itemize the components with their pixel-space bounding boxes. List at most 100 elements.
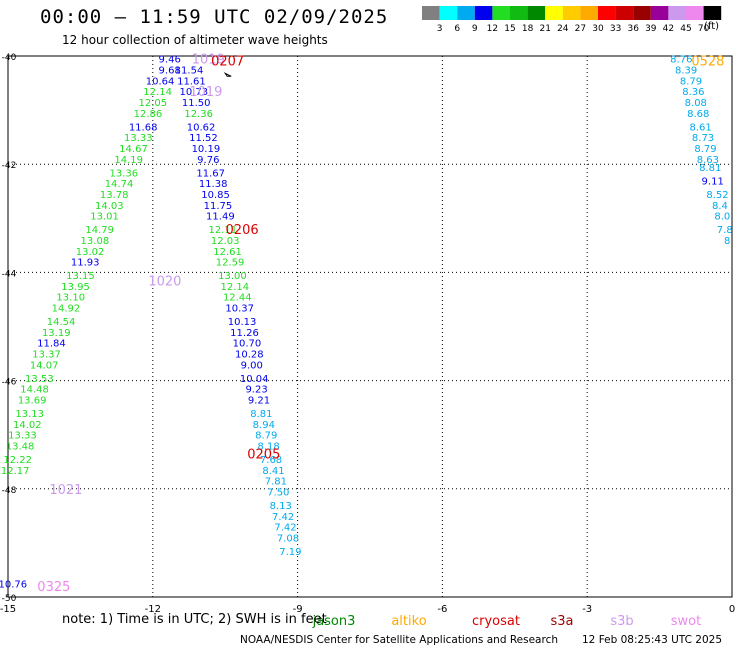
data-point-label: 7.42 [274, 523, 296, 534]
data-point-label: 14.02 [13, 420, 42, 431]
data-point-label: 12.59 [216, 258, 245, 269]
data-point-label: 10.62 [187, 122, 216, 133]
color-scale-unit: (ft) [704, 21, 720, 32]
data-point-label: 8.13 [270, 501, 292, 512]
x-tick-label: 0 [729, 604, 735, 615]
color-scale-tick: 39 [645, 24, 657, 34]
data-point-label: 11.49 [206, 212, 235, 223]
color-scale-swatch [650, 6, 669, 20]
color-scale-swatch [668, 6, 686, 20]
data-point-label: 8.63 [697, 155, 719, 166]
data-point-label: 11.68 [129, 122, 158, 133]
data-point-label: 14.07 [30, 360, 59, 371]
legend-satellite-altiko: altiko [391, 614, 426, 629]
track-time-label: 0206 [226, 223, 259, 238]
chart-subtitle: 12 hour collection of altimeter wave hei… [62, 33, 328, 47]
color-scale-swatch [492, 6, 510, 20]
data-point-label: 7.42 [272, 512, 294, 523]
data-point-label: 12.36 [184, 109, 213, 120]
data-point-label: 8.79 [694, 144, 716, 155]
x-tick-label: -12 [145, 604, 161, 615]
y-tick-label: -44 [2, 269, 17, 279]
legend-satellite-swot: swot [671, 614, 701, 629]
data-point-label: 8.73 [692, 133, 714, 144]
data-point-label: 14.79 [85, 225, 114, 236]
color-scale-tick: 9 [472, 24, 478, 34]
data-point-label: 11.26 [230, 328, 259, 339]
legend-satellite-s3a: s3a [550, 614, 573, 629]
color-scale-tick: 45 [680, 24, 691, 34]
data-point-label: 14.19 [114, 155, 143, 166]
footer-timestamp: 12 Feb 08:25:43 UTC 2025 [582, 634, 722, 646]
data-point-label: 7.8 [717, 225, 733, 236]
data-point-label: 9.21 [248, 396, 270, 407]
data-point-label: 14.92 [52, 304, 81, 315]
color-scale-swatch [580, 6, 598, 20]
data-point-label: 11.38 [199, 179, 228, 190]
data-point-label: 11.52 [189, 133, 218, 144]
data-point-label: 8.68 [687, 109, 709, 120]
x-tick-label: -6 [437, 604, 447, 615]
color-scale-swatch [474, 6, 493, 20]
data-point-label: 8.18 [258, 442, 280, 453]
data-point-label: 8.79 [680, 76, 702, 87]
data-point-label: 7.81 [265, 477, 287, 488]
y-tick-label: -46 [2, 378, 17, 388]
color-scale-swatch [686, 6, 704, 20]
data-point-label: 12.03 [211, 236, 240, 247]
data-point-label: 13.69 [18, 396, 47, 407]
data-point-label: 13.95 [61, 282, 90, 293]
y-tick-label: -40 [2, 53, 17, 63]
data-point-label: 11.54 [175, 66, 204, 77]
data-point-label: 11.84 [37, 339, 66, 350]
data-point-label: 9.00 [241, 360, 263, 371]
color-scale-tick: 70 [698, 24, 710, 34]
y-tick-label: -48 [2, 486, 17, 496]
track-marker [223, 72, 232, 77]
data-point-label: 11.75 [204, 201, 233, 212]
legend-note: note: 1) Time is in UTC; 2) SWH is in fe… [62, 612, 327, 627]
data-point-label: 10.19 [192, 144, 221, 155]
color-scale-swatch [633, 6, 651, 20]
data-point-label: 13.53 [25, 374, 54, 385]
data-point-label: 12.14 [221, 282, 250, 293]
color-scale-swatch [457, 6, 475, 20]
data-point-label: 14.74 [105, 179, 134, 190]
data-point-label: 7.50 [267, 488, 289, 499]
color-scale-tick: 15 [504, 24, 515, 34]
x-tick-label: -9 [293, 604, 303, 615]
color-scale-swatch [598, 6, 616, 20]
color-scale-tick: 6 [454, 24, 460, 34]
track-time-label: 1021 [49, 483, 82, 498]
data-point-label: 8.61 [689, 122, 711, 133]
data-point-label: 7.68 [260, 455, 282, 466]
data-point-label: 13.78 [100, 190, 129, 201]
color-scale-tick: 18 [522, 24, 534, 34]
data-point-label: 13.00 [218, 271, 247, 282]
track-time-label: 1019 [192, 53, 225, 68]
track-time-label: 0207 [211, 54, 244, 69]
data-point-label: 7.19 [279, 547, 301, 558]
data-point-label: 10.64 [146, 76, 175, 87]
data-point-label: 8.81 [699, 163, 721, 174]
color-scale-swatch [703, 6, 722, 20]
data-point-label: 10.28 [235, 350, 264, 361]
data-point-label: 11.61 [177, 76, 206, 87]
color-scale-tick: 33 [610, 24, 621, 34]
color-scale-swatch [510, 6, 528, 20]
x-tick-label: -15 [0, 604, 16, 615]
data-point-label: 8.52 [706, 190, 728, 201]
y-tick-label: -42 [2, 161, 17, 171]
data-point-label: 8.0 [714, 212, 730, 223]
data-point-label: 8.4 [712, 201, 728, 212]
data-point-label: 13.33 [8, 431, 37, 442]
data-point-label: 13.36 [110, 168, 139, 179]
data-point-label: 9.46 [159, 55, 181, 66]
footer-credit: NOAA/NESDIS Center for Satellite Applica… [240, 634, 558, 646]
color-scale-swatch [545, 6, 563, 20]
data-point-label: 13.33 [124, 133, 153, 144]
data-point-label: 13.08 [81, 236, 110, 247]
data-point-label: 10.37 [225, 304, 254, 315]
data-point-label: 8.41 [262, 466, 284, 477]
